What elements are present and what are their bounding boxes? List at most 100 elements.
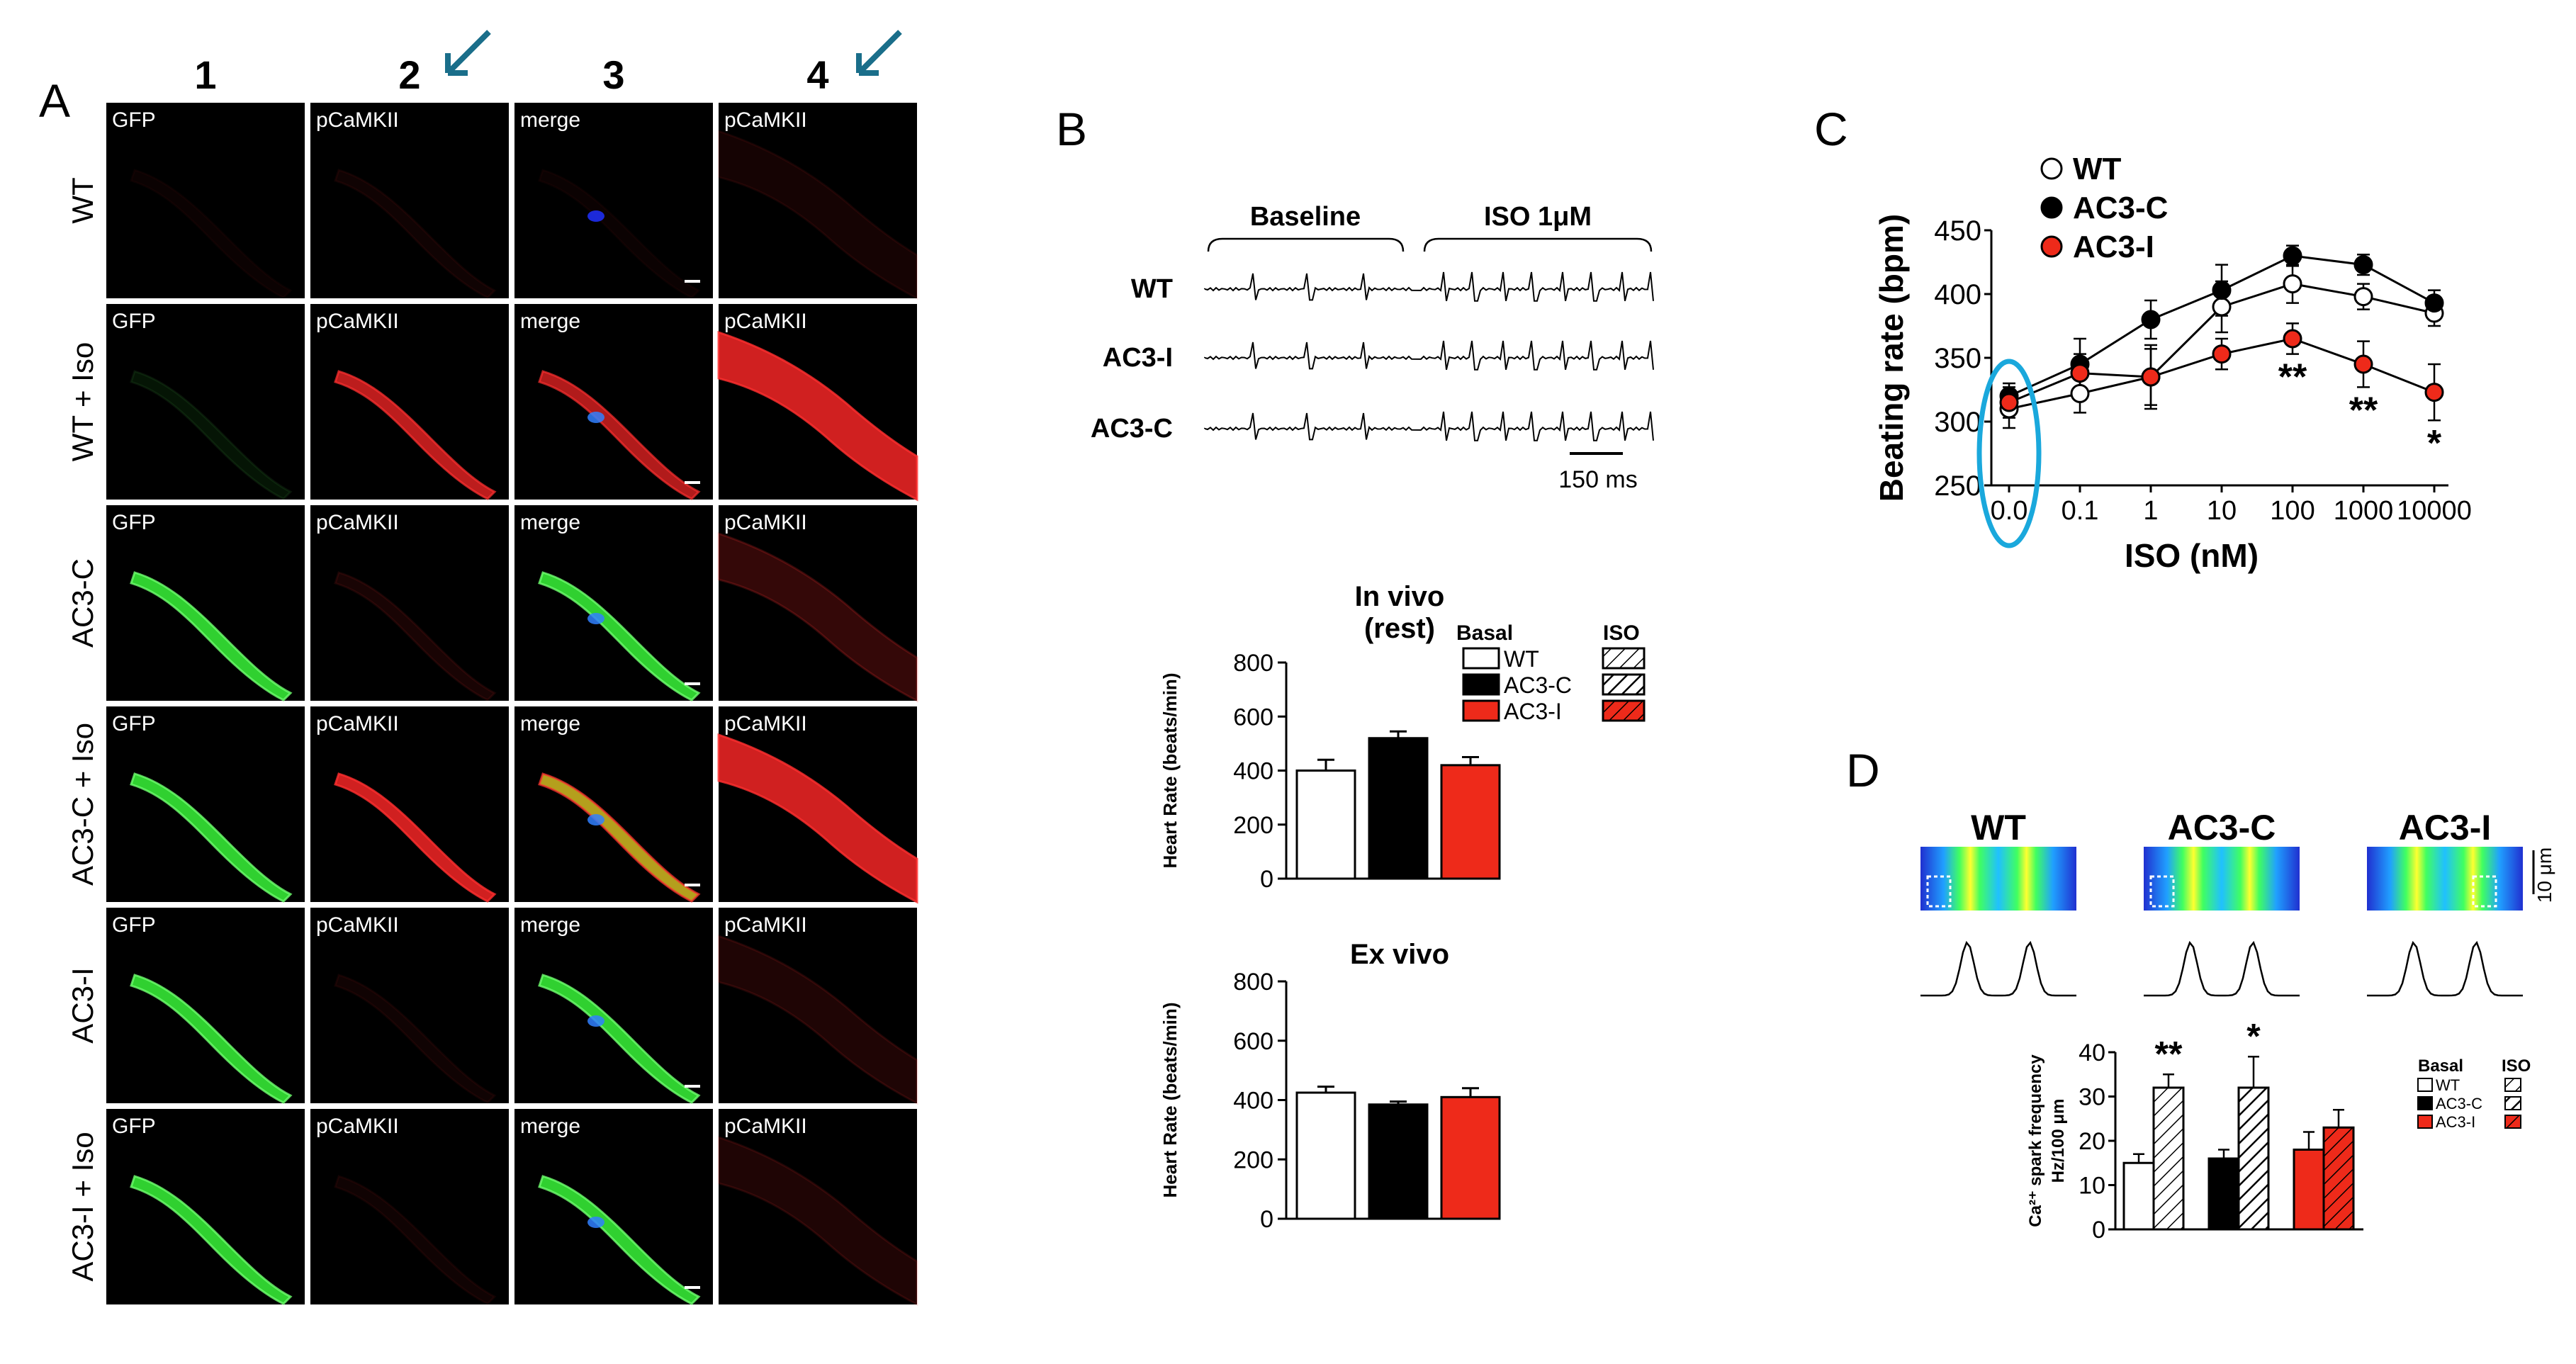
bar [2207, 1157, 2240, 1231]
y-tick-label: 0 [1260, 866, 1273, 893]
micrograph: pCaMKII [717, 908, 918, 1105]
micrograph: pCaMKII [717, 103, 918, 300]
linescan-title: WT [1971, 808, 2026, 847]
row-label: AC3-C + Iso [66, 723, 99, 886]
iso-bracket [1423, 237, 1653, 252]
y-tick-label: 600 [1233, 1028, 1273, 1055]
channel-label: merge [520, 108, 580, 132]
micrograph-background [514, 908, 713, 1103]
y-tick-label: 40 [2079, 1039, 2105, 1066]
x-tick-label: 1 [2143, 496, 2158, 526]
scalebar-label: 10 μm [2533, 847, 2555, 903]
channel-label: pCaMKII [316, 108, 399, 132]
legend-swatch-iso [2504, 1096, 2521, 1110]
micrograph-background [106, 103, 305, 298]
bar [1440, 1095, 1501, 1220]
micrograph: merge [514, 908, 713, 1104]
cell-signal [717, 129, 918, 300]
legend-swatch [2417, 1115, 2433, 1129]
cell-signal [130, 974, 293, 1104]
legend-label: AC3-C [2073, 191, 2168, 225]
bar [1368, 737, 1429, 880]
legend-swatch-iso [1602, 647, 1646, 670]
channel-label: GFP [112, 511, 156, 534]
linescan-heatmap [2367, 847, 2523, 911]
legend-basal: Basal [1456, 621, 1513, 645]
micrograph-background [106, 706, 305, 902]
legend-swatch [1462, 647, 1500, 670]
x-tick-label: 0.1 [2062, 496, 2099, 526]
channel-label: pCaMKII [724, 108, 807, 132]
y-axis-label-units: Hz/100 μm [2049, 1099, 2068, 1183]
micrograph-background [310, 1109, 509, 1304]
chart-subtitle: (rest) [1364, 613, 1435, 644]
micrograph-background [514, 1109, 713, 1304]
column-number: 4 [806, 52, 828, 97]
legend-swatch-iso [1602, 699, 1646, 722]
fluorescence-trace [1920, 940, 2076, 997]
channel-label: GFP [112, 1115, 156, 1138]
channel-label: pCaMKII [316, 913, 399, 937]
y-tick-label: 20 [2079, 1128, 2105, 1155]
cell-signal [130, 169, 293, 299]
channel-label: pCaMKII [316, 712, 399, 735]
bar [2237, 1086, 2270, 1231]
micrograph-background [719, 505, 917, 701]
data-point [2424, 383, 2444, 402]
micrograph-background [514, 505, 713, 701]
trace-label: WT [1131, 274, 1173, 304]
nucleus-stain [587, 412, 604, 423]
micrograph: GFP [106, 1109, 305, 1305]
panel-b-letter: B [1056, 103, 1087, 155]
beating-rate-chart: 250 300 350 400 450 0.0 0.1 1 10 100 1000 10000 Beat… [1873, 152, 2472, 574]
row-label: AC3-C [66, 558, 99, 648]
panel-a-letter: A [39, 74, 70, 127]
channel-label: pCaMKII [724, 511, 807, 534]
bar [2322, 1126, 2355, 1231]
data-point [2212, 297, 2232, 317]
panel-c: C 250 300 350 400 450 0.0 0.1 1 10 100 1000 10000 Be… [1814, 103, 2472, 574]
linescan-image: WT [1920, 808, 2076, 997]
y-tick-label: 0 [1260, 1206, 1273, 1233]
legend-label: WT [2073, 152, 2122, 186]
micrograph-background [106, 1109, 305, 1304]
micrograph: pCaMKII [310, 706, 509, 903]
legend-label: AC3-I [1504, 699, 1562, 724]
micrograph: merge [514, 103, 713, 299]
micrograph-background [719, 908, 917, 1103]
y-tick-label: 200 [1233, 1146, 1273, 1173]
micrograph: pCaMKII [310, 304, 509, 500]
channel-label: merge [520, 712, 580, 735]
y-tick-label: 800 [1233, 969, 1273, 996]
highlight-ellipse [1976, 359, 2042, 548]
micrograph-background [514, 706, 713, 902]
legend-swatch [2417, 1078, 2433, 1092]
cell-signal [130, 370, 293, 500]
linescan-image: AC3-I [2367, 808, 2523, 997]
linescan-image: AC3-C [2144, 808, 2300, 997]
x-tick-label: 10000 [2397, 496, 2472, 526]
channel-label: merge [520, 1115, 580, 1138]
cell-signal [717, 934, 918, 1105]
bar [1368, 1103, 1429, 1220]
iso-label: ISO 1μM [1484, 202, 1592, 232]
nucleus-stain [587, 814, 604, 825]
channel-label: GFP [112, 913, 156, 937]
y-tick-label: 10 [2079, 1173, 2105, 1200]
data-point [2141, 367, 2161, 387]
data-point [2283, 274, 2302, 294]
nucleus-stain [587, 210, 604, 222]
y-tick-label: 450 [1934, 215, 1981, 247]
data-point [2070, 383, 2090, 403]
y-axis-label: Ca²⁺ spark frequency [2026, 1054, 2045, 1227]
data-point [2353, 354, 2373, 374]
chart-title: In vivo [1355, 581, 1445, 612]
micrograph: pCaMKII [310, 505, 509, 701]
micrograph: pCaMKII [717, 706, 918, 904]
cell-signal [717, 531, 918, 703]
y-tick-label: 400 [1233, 758, 1273, 785]
linescan-heatmap [1920, 847, 2076, 911]
y-tick-label: 300 [1934, 407, 1981, 438]
